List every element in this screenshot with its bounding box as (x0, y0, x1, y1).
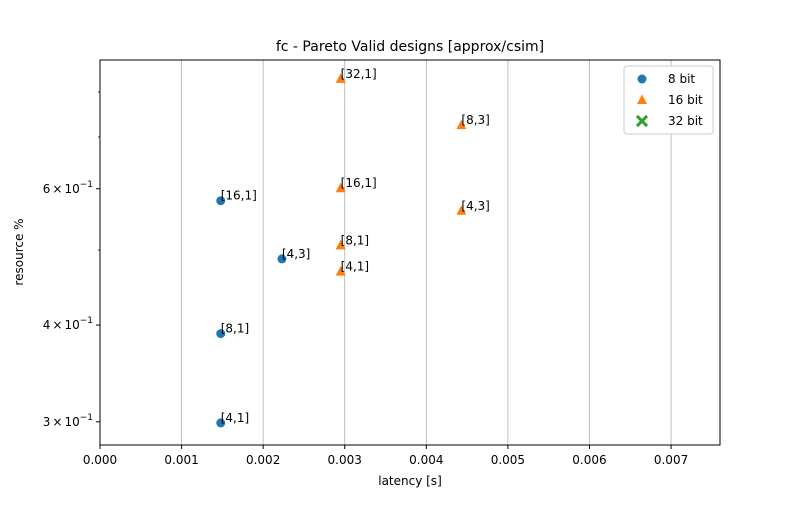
y-tick-times: × (52, 318, 62, 332)
y-tick-label: 6 × 10−1 (43, 180, 93, 196)
x-tick-label: 0.004 (409, 453, 443, 467)
x-axis-label: latency [s] (378, 474, 442, 488)
data-point-label: [16,1] (341, 176, 377, 190)
data-labels: [4,1] [8,1] [4,3] [16,1] [4,1] [8,1] [4,3] [16,… (221, 67, 490, 425)
grid-layer (181, 60, 672, 445)
y-tick-exponent: −1 (80, 316, 93, 326)
y-tick-base: 10 (64, 318, 79, 332)
y-tick-mantissa: 4 (43, 318, 51, 332)
data-point (335, 266, 346, 276)
data-point (216, 196, 226, 206)
legend-marker (637, 94, 647, 104)
y-tick-base: 10 (64, 182, 79, 196)
chart-title: fc - Pareto Valid designs [approx/csim] (276, 39, 544, 55)
data-point (335, 73, 346, 83)
y-tick-times: × (52, 182, 62, 196)
data-point (277, 254, 287, 264)
legend: 8 bit 16 bit 32 bit (623, 65, 714, 135)
data-point-label: [16,1] (221, 189, 257, 203)
y-tick-mantissa: 6 (43, 182, 51, 196)
data-point (216, 329, 226, 339)
x-tick-label: 0.000 (83, 453, 117, 467)
y-axis-ticks: 3 × 10−14 × 10−16 × 10−1 (43, 91, 100, 429)
data-point (456, 205, 467, 215)
data-point-label: [32,1] (341, 67, 377, 81)
y-tick-label: 4 × 10−1 (43, 316, 93, 332)
x-tick-label: 0.003 (328, 453, 362, 467)
x-axis-ticks: 0.000 0.001 0.002 0.003 0.004 0.005 0.006 0.007 (83, 445, 688, 467)
data-point (335, 182, 346, 193)
y-tick-base: 10 (64, 415, 79, 429)
x-tick-label: 0.001 (164, 453, 198, 467)
data-point (335, 239, 346, 250)
y-tick-times: × (52, 415, 62, 429)
data-point-label: [8,1] (221, 322, 249, 336)
data-point-label: [8,1] (341, 233, 369, 247)
legend-entry-label: 8 bit (668, 72, 695, 86)
plot-area-frame (99, 59, 721, 446)
x-tick-label: 0.002 (246, 453, 280, 467)
data-point-label: [4,1] (221, 411, 249, 425)
y-tick-exponent: −1 (80, 180, 93, 190)
x-tick-label: 0.005 (491, 453, 525, 467)
data-markers (216, 73, 467, 428)
y-axis-label: resource % (12, 218, 26, 285)
y-tick-exponent: −1 (80, 413, 93, 423)
x-tick-label: 0.006 (572, 453, 606, 467)
legend-marker (637, 74, 647, 84)
data-point (216, 418, 226, 428)
data-point-label: [4,3] (282, 247, 310, 261)
data-point (456, 119, 467, 130)
legend-marker (635, 114, 649, 128)
y-tick-label: 3 × 10−1 (43, 413, 93, 429)
legend-entry-label: 32 bit (668, 114, 703, 128)
data-point-label: [4,3] (461, 199, 489, 213)
data-point-label: [8,3] (461, 113, 489, 127)
x-tick-label: 0.007 (654, 453, 688, 467)
y-tick-mantissa: 3 (43, 415, 51, 429)
data-point-label: [4,1] (341, 260, 369, 274)
legend-entry-label: 16 bit (668, 93, 703, 107)
